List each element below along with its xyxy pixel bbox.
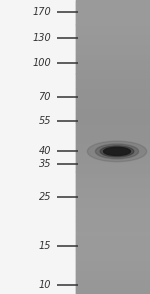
Text: 100: 100: [32, 58, 51, 68]
Bar: [76, 103, 150, 108]
Bar: [76, 0, 150, 5]
Text: 40: 40: [39, 146, 51, 156]
Bar: [76, 113, 150, 118]
Bar: [76, 235, 150, 240]
Bar: [76, 289, 150, 294]
Bar: [76, 132, 150, 137]
Bar: [76, 24, 150, 29]
Bar: [76, 74, 150, 78]
Bar: [76, 265, 150, 270]
Bar: [76, 250, 150, 255]
Ellipse shape: [87, 141, 147, 162]
Bar: [76, 274, 150, 279]
Bar: [76, 54, 150, 59]
Bar: [76, 49, 150, 54]
Bar: [76, 98, 150, 103]
Text: 70: 70: [39, 92, 51, 102]
Bar: [76, 39, 150, 44]
Bar: [76, 78, 150, 83]
Bar: [76, 0, 150, 294]
Bar: [76, 118, 150, 123]
Bar: [76, 181, 150, 186]
Bar: [76, 167, 150, 171]
Text: 10: 10: [39, 280, 51, 290]
Bar: [76, 240, 150, 245]
Bar: [76, 152, 150, 157]
Text: 55: 55: [39, 116, 51, 126]
Bar: [76, 88, 150, 93]
Text: 15: 15: [39, 241, 51, 251]
Bar: [76, 44, 150, 49]
Bar: [76, 15, 150, 20]
Bar: [76, 216, 150, 220]
Bar: [76, 211, 150, 216]
Ellipse shape: [100, 146, 134, 157]
Bar: [76, 171, 150, 176]
Text: 130: 130: [32, 33, 51, 43]
Bar: [76, 270, 150, 274]
Bar: [76, 5, 150, 10]
Bar: [76, 157, 150, 162]
Bar: [76, 191, 150, 196]
Bar: [76, 10, 150, 15]
Bar: [76, 245, 150, 250]
Bar: [76, 176, 150, 181]
Bar: [76, 29, 150, 34]
Bar: [76, 20, 150, 24]
Bar: [76, 108, 150, 113]
Bar: [76, 220, 150, 225]
Bar: [76, 127, 150, 132]
Bar: [76, 255, 150, 260]
Ellipse shape: [95, 144, 139, 159]
Bar: [76, 260, 150, 265]
Text: 170: 170: [32, 7, 51, 17]
Bar: [76, 201, 150, 206]
Bar: [76, 123, 150, 127]
Bar: [76, 147, 150, 152]
Bar: [76, 225, 150, 230]
Bar: [76, 64, 150, 69]
Bar: [76, 137, 150, 142]
Bar: [76, 196, 150, 201]
Bar: [76, 230, 150, 235]
Bar: [76, 142, 150, 147]
Text: 35: 35: [39, 159, 51, 169]
Bar: [76, 93, 150, 98]
Bar: [76, 59, 150, 64]
Bar: [76, 83, 150, 88]
Bar: [76, 279, 150, 284]
Text: 25: 25: [39, 192, 51, 202]
Bar: [76, 186, 150, 191]
Ellipse shape: [103, 147, 130, 156]
Bar: [76, 162, 150, 167]
Bar: [76, 284, 150, 289]
Bar: [76, 69, 150, 74]
Bar: [76, 206, 150, 211]
Bar: [76, 34, 150, 39]
